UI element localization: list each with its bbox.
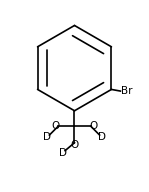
- Text: O: O: [70, 140, 79, 150]
- Text: O: O: [89, 121, 97, 131]
- Text: Br: Br: [121, 86, 133, 96]
- Text: D: D: [98, 132, 106, 142]
- Text: D: D: [43, 132, 51, 142]
- Text: D: D: [59, 148, 67, 158]
- Text: O: O: [52, 121, 60, 131]
